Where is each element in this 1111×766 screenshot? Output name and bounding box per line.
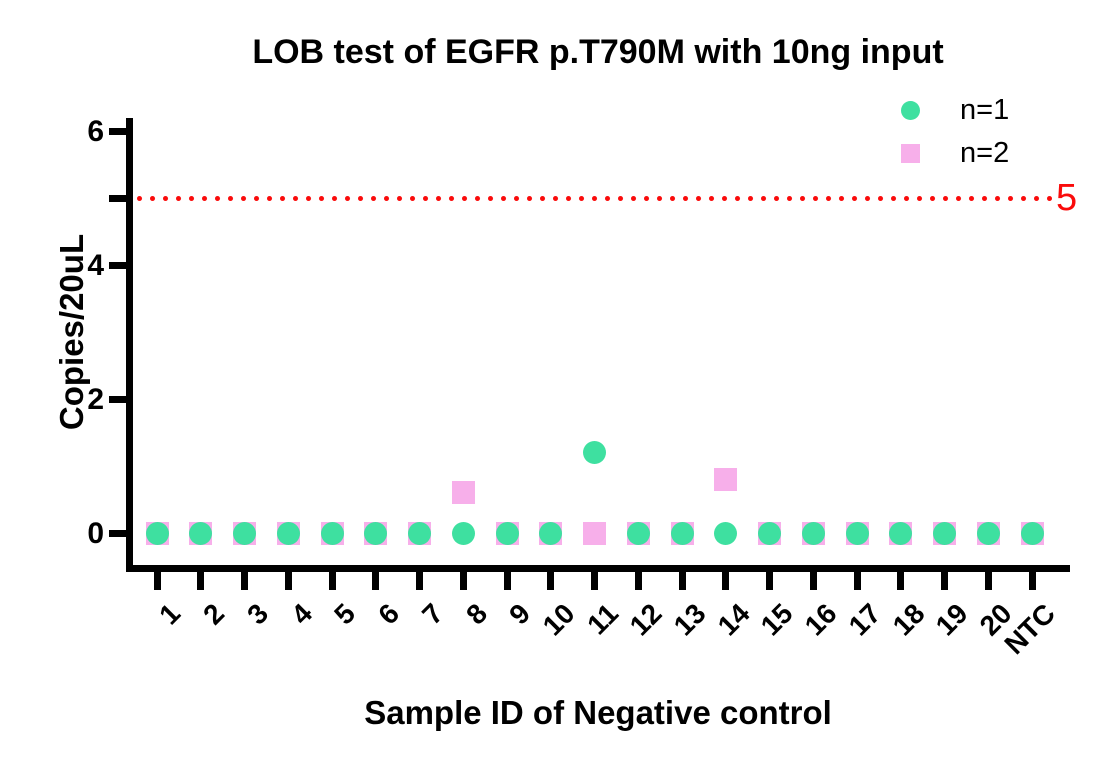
x-tick	[809, 572, 817, 590]
data-point-circle	[670, 521, 694, 545]
reference-line-tick	[109, 194, 126, 202]
x-tick	[459, 572, 467, 590]
legend-item-n1: n=1	[901, 96, 1009, 125]
x-tick	[897, 572, 905, 590]
y-tick-label: 2	[87, 383, 104, 416]
x-tick	[153, 572, 161, 590]
data-point-circle	[889, 521, 913, 545]
data-point-circle	[976, 521, 1000, 545]
data-point-circle	[626, 521, 650, 545]
x-tick-label: 10	[536, 597, 581, 642]
reference-line	[137, 195, 1052, 201]
data-point-circle	[364, 521, 388, 545]
x-tick-label: 7	[416, 597, 450, 631]
x-tick	[284, 572, 292, 590]
x-tick-label: 12	[623, 597, 668, 642]
x-tick-label: NTC	[998, 597, 1062, 661]
data-point-circle	[408, 521, 431, 545]
data-point-circle	[1020, 521, 1044, 545]
y-tick	[109, 529, 126, 537]
x-tick	[984, 572, 992, 590]
legend-label: n=2	[960, 137, 1010, 169]
legend-label: n=1	[960, 94, 1010, 126]
legend-item-n2: n=2	[901, 139, 1009, 168]
x-tick	[241, 572, 248, 590]
chart-title: LOB test of EGFR p.T790M with 10ng input	[252, 33, 944, 71]
x-tick	[547, 572, 555, 590]
x-tick-label: 17	[842, 597, 887, 642]
x-tick-label: 18	[886, 597, 931, 642]
x-tick-label: 13	[667, 597, 712, 642]
data-point-circle	[233, 521, 256, 545]
y-tick	[109, 261, 126, 269]
x-tick-label: 14	[711, 597, 756, 642]
x-tick-label: 6	[372, 597, 406, 631]
x-tick-label: 19	[930, 597, 975, 642]
x-tick	[853, 572, 861, 590]
data-point-circle	[801, 521, 825, 545]
data-point-circle	[758, 521, 781, 545]
x-tick-label: 1	[153, 597, 187, 631]
x-tick	[722, 572, 730, 590]
x-tick-label: 2	[197, 597, 231, 631]
data-point-circle	[320, 521, 344, 545]
data-point-circle	[189, 521, 213, 545]
y-tick-label: 0	[87, 517, 104, 550]
x-tick-label: 8	[459, 597, 493, 631]
x-tick	[197, 572, 205, 590]
x-tick	[372, 572, 380, 590]
data-point-circle	[933, 521, 956, 545]
x-tick-label: 15	[755, 597, 800, 642]
x-tick	[634, 572, 642, 590]
y-tick-label: 4	[87, 249, 104, 282]
data-point-square	[451, 481, 475, 505]
square-marker-icon	[901, 144, 920, 163]
x-axis-label: Sample ID of Negative control	[364, 694, 832, 731]
data-point-circle	[714, 521, 738, 545]
data-point-square	[714, 467, 738, 491]
data-point-circle	[583, 441, 606, 465]
x-tick	[416, 572, 423, 590]
data-point-circle	[451, 521, 475, 545]
data-point-circle	[539, 521, 563, 545]
x-tick	[678, 572, 686, 590]
data-point-circle	[145, 521, 169, 545]
x-axis-line	[126, 565, 1070, 572]
data-point-circle	[845, 521, 869, 545]
data-point-circle	[495, 521, 519, 545]
x-tick-label: 9	[503, 597, 537, 631]
x-tick	[591, 572, 598, 590]
x-tick	[941, 572, 948, 590]
x-tick-label: 16	[798, 597, 843, 642]
reference-line-label: 5	[1056, 177, 1078, 219]
legend: n=1 n=2	[901, 96, 1009, 168]
x-tick-label: 3	[241, 597, 275, 631]
x-tick-label: 11	[581, 597, 625, 641]
y-tick	[109, 395, 126, 403]
data-point-square	[583, 521, 606, 545]
circle-marker-icon	[901, 101, 920, 120]
x-tick-label: 5	[328, 597, 362, 631]
y-axis-line	[126, 118, 133, 572]
data-point-circle	[276, 521, 300, 545]
y-tick	[109, 127, 126, 135]
x-tick	[328, 572, 336, 590]
y-tick-label: 6	[87, 115, 104, 148]
x-tick	[503, 572, 511, 590]
x-tick-label: 4	[284, 597, 318, 631]
x-tick	[1028, 572, 1036, 590]
x-tick	[766, 572, 773, 590]
